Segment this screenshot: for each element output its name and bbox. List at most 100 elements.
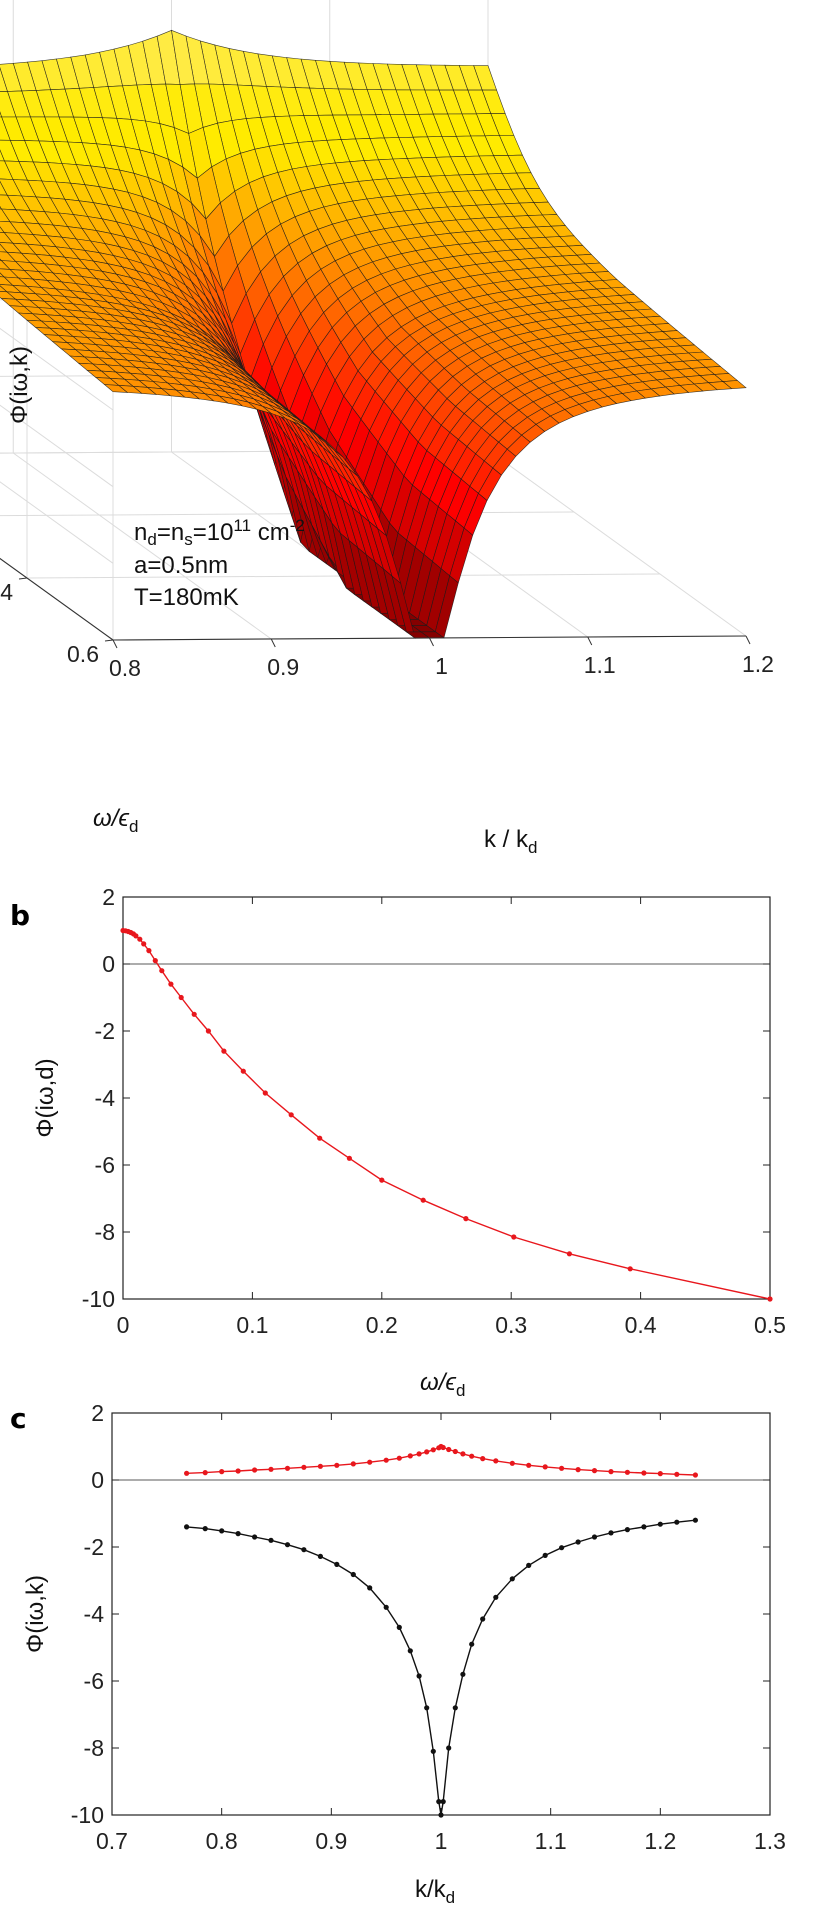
panel-a-k-tick-mark — [745, 635, 751, 645]
panel-b-x-tick-label: 0.4 — [625, 1312, 657, 1338]
panel-b-series-0-point — [205, 1028, 211, 1034]
panel-a-k-tick-label: 0.9 — [267, 654, 299, 680]
panel-b-x-tick-label: 0.3 — [495, 1312, 527, 1338]
panel-c-series-0-point — [430, 1447, 436, 1453]
panel-c-series-0-point — [526, 1462, 532, 1468]
panel-c-series-1-point — [268, 1537, 274, 1543]
panel-b-y-tick-label: 2 — [102, 884, 115, 910]
panel-b-series-0-point — [346, 1155, 352, 1161]
panel-b-line-plot: b 0 0.1 0.2 0.3 0.4 0.520-2-4-6-8-10 Φ(iω,d) … — [10, 884, 786, 1400]
panel-c-series-1-point — [480, 1616, 486, 1622]
panel-c-series-0-point — [219, 1469, 225, 1475]
panel-b-ticks: 0 0.1 0.2 0.3 0.4 0.5 2 0 -2 -4 -6 -8 -10 — [82, 884, 786, 1338]
panel-c-series-0-point — [407, 1453, 413, 1459]
panel-a-k-floor-gridline — [487, 449, 747, 637]
panel-b-series-0-point — [168, 981, 174, 987]
panel-b-y-tick-label: 0 — [102, 951, 115, 977]
panel-c-series-1-point — [407, 1648, 413, 1654]
panel-c-series-0-point — [452, 1448, 458, 1455]
panel-c-series-1-point — [542, 1552, 548, 1558]
panel-b-series-0-point — [152, 958, 158, 964]
panel-b-series-0-point — [159, 968, 165, 974]
panel-c-series-1-point — [446, 1745, 452, 1751]
panel-c-series-1-point — [252, 1534, 258, 1540]
panel-a-w-tick-label: 0.6 — [67, 641, 99, 667]
panel-c-series-0-point — [674, 1471, 680, 1477]
panel-c-series-1-point — [608, 1530, 614, 1536]
panel-c-series-0-point — [446, 1446, 452, 1453]
panel-c-series-1-point — [452, 1705, 458, 1711]
panel-b-series-0-point — [566, 1251, 573, 1257]
panel-b-series-0-point — [221, 1048, 227, 1054]
panel-a-k-tick-mark — [112, 639, 118, 649]
panel-c-series-0-point — [367, 1459, 373, 1465]
panel-c-series-1-point — [657, 1521, 663, 1527]
panel-b-series-0-point — [141, 941, 147, 947]
panel-c-series-0-point — [575, 1467, 581, 1473]
panel-c-series-0-point — [624, 1469, 631, 1475]
panel-c-series-1-point — [430, 1748, 436, 1754]
panel-c-series-0-point — [396, 1455, 402, 1461]
panel-a-k-tick-label: 0.8 — [109, 655, 141, 681]
panel-b-series-0-point — [463, 1216, 469, 1222]
panel-b-series — [120, 927, 773, 1302]
panel-c-ticks: 0.7 0.8 0.9 1 1.1 1.2 1.3 2 0 -2 -4 -6 -8 -10 — [71, 1400, 786, 1854]
panel-c-x-tick-label: 1.1 — [535, 1828, 567, 1854]
panel-c-series-1-point — [526, 1562, 532, 1568]
panel-c-series-0-point — [559, 1465, 565, 1471]
panel-c-y-tick-label: 0 — [91, 1467, 104, 1493]
panel-b-series-0-point — [767, 1296, 773, 1302]
panel-b-y-tick-label: -2 — [95, 1018, 115, 1044]
panel-c-series-1-point — [416, 1673, 422, 1679]
panel-b-y-tick-label: -6 — [95, 1152, 115, 1178]
panel-c-x-tick-label: 1 — [435, 1828, 448, 1854]
panel-b-series-0-point — [137, 936, 143, 942]
panel-b-series-0-point — [627, 1266, 633, 1272]
panel-a-surface-plot: a 20-2-4-6-8-10 00.20.40.6 0.80.911.11.2… — [0, 0, 774, 857]
panel-c-y-tick-label: -4 — [84, 1601, 105, 1627]
panel-a-w-tick-label: 0.4 — [0, 579, 13, 605]
panel-b-series-0-point — [178, 994, 184, 1001]
panel-c-series-1-point — [692, 1517, 699, 1523]
panel-a-x-ticks: 0.8 0.9 1 1.1 1.2 — [109, 635, 774, 681]
panel-b-series-0-point — [240, 1068, 246, 1074]
panel-b-y-tick-label: -4 — [95, 1085, 116, 1111]
panel-b-x-tick-label: 0.2 — [366, 1312, 398, 1338]
panel-c-x-tick-label: 0.8 — [206, 1828, 238, 1854]
panel-a-k-tick-mark — [429, 637, 434, 647]
panel-c-series-1-point — [184, 1524, 190, 1530]
panel-c-x-tick-label: 1.2 — [644, 1828, 676, 1854]
panel-c-series-1-point — [440, 1799, 446, 1805]
panel-c-series-1-point — [436, 1799, 442, 1805]
panel-c-series-1-point — [219, 1528, 225, 1534]
panel-a-k-tick-label: 1.1 — [584, 652, 616, 678]
panel-c-series — [184, 1443, 699, 1818]
panel-a-w-axis-line — [0, 557, 114, 641]
panel-b-series-0-point — [133, 933, 139, 939]
panel-c-y-tick-label: -6 — [84, 1668, 104, 1694]
panel-c-series-0-point — [235, 1468, 241, 1474]
panel-a-annotation: nd=ns=1011 cm-2 a=0.5nm T=180mK — [134, 516, 305, 611]
panel-c-series-0-point — [480, 1456, 486, 1462]
panel-c-series-0-point — [440, 1444, 446, 1451]
panel-c-y-axis-label: Φ(iω,k) — [22, 1575, 49, 1653]
panel-c-series-0-point — [424, 1449, 430, 1455]
panel-b-series-0-point — [191, 1011, 197, 1017]
panel-c-series-1-point — [350, 1571, 356, 1578]
panel-c-y-tick-label: -8 — [84, 1735, 104, 1761]
panel-b-series-0-point — [262, 1090, 268, 1096]
panel-c-series-1-point — [641, 1524, 647, 1530]
panel-c-series-0-point — [252, 1467, 258, 1473]
panel-b-x-axis-label: ω/ϵd — [420, 1369, 465, 1400]
panel-c-series-0-point — [641, 1470, 647, 1476]
panel-c-series-0-point — [608, 1469, 614, 1475]
panel-c-series-1-point — [591, 1534, 598, 1540]
panel-c-series-0-point — [383, 1457, 389, 1463]
panel-c-series-0-point — [317, 1463, 323, 1469]
panel-c-series-1-point — [334, 1561, 340, 1567]
panel-b-series-0-line — [122, 929, 771, 1300]
panel-c-x-axis-label: k/kd — [415, 1876, 455, 1907]
annotation-temperature: T=180mK — [134, 584, 239, 611]
panel-a-w-tick-mark — [104, 639, 114, 642]
